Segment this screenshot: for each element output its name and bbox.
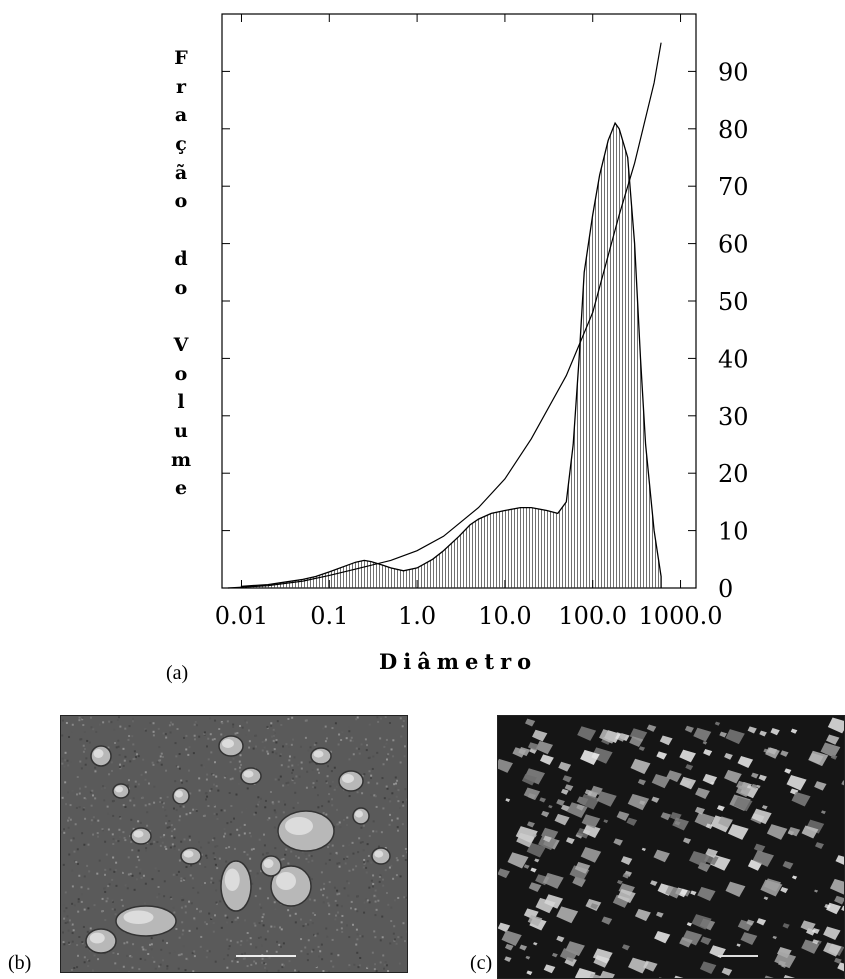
micrograph-c-image <box>498 716 844 978</box>
micrograph-b <box>60 715 408 973</box>
histogram-bars <box>241 124 659 588</box>
y-tick-label: 50 <box>718 288 749 316</box>
x-tick-label: 0.01 <box>215 602 268 630</box>
x-tick-label: 100.0 <box>558 602 627 630</box>
x-tick-label: 1.0 <box>398 602 436 630</box>
panel-label-a: (a) <box>166 662 189 684</box>
y-tick-label: 70 <box>718 173 749 201</box>
y-tick-label: 90 <box>718 58 749 86</box>
y-tick-label: 30 <box>718 403 749 431</box>
y-tick-label: 10 <box>718 518 749 546</box>
plot-frame <box>221 13 697 589</box>
micrograph-b-image <box>61 716 407 972</box>
y-tick-label: 40 <box>718 345 749 373</box>
panel-label-b: (b) <box>8 952 32 974</box>
y-axis-ticks: 0 10 20 30 40 50 60 70 80 90 <box>222 58 749 603</box>
micrograph-c <box>497 715 845 979</box>
y-tick-label: 60 <box>718 231 749 259</box>
y-tick-label: 80 <box>718 116 749 144</box>
y-tick-label: 20 <box>718 460 749 488</box>
fit-curve <box>227 42 662 589</box>
x-tick-label: 1000.0 <box>639 602 723 630</box>
x-tick-label: 10.0 <box>478 602 531 630</box>
panel-label-c: (c) <box>470 952 493 974</box>
y-tick-label: 0 <box>718 575 733 603</box>
histogram-outline <box>240 121 662 589</box>
particle-size-chart: 0.01 0.1 1.0 10.0 100.0 1000.0 0 10 20 30 40 50 60 7… <box>215 13 749 630</box>
x-axis-label: Diâmetro <box>379 649 538 674</box>
x-tick-label: 0.1 <box>310 602 348 630</box>
x-axis-ticks: 0.01 0.1 1.0 10.0 100.0 1000.0 <box>215 14 723 630</box>
